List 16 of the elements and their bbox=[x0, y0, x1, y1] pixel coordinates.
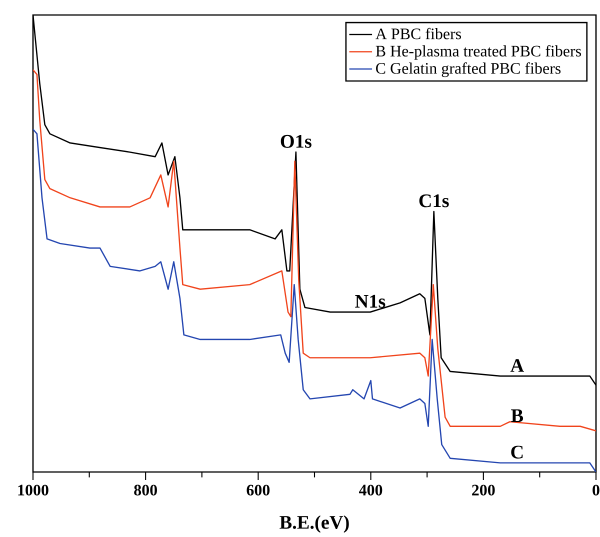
x-tick-label: 1000 bbox=[18, 484, 48, 496]
legend-label: B He-plasma treated PBC fibers bbox=[376, 45, 581, 60]
x-tick-label: 600 bbox=[246, 484, 270, 496]
x-tick-label: 0 bbox=[592, 484, 600, 496]
x-axis-title: B.E.(eV) bbox=[280, 515, 349, 533]
legend-label: C Gelatin grafted PBC fibers bbox=[376, 62, 561, 78]
x-tick-label: 400 bbox=[359, 484, 382, 496]
annotation: B bbox=[511, 409, 524, 422]
legend-label: A PBC fibers bbox=[376, 28, 462, 40]
annotation: O1s bbox=[280, 134, 312, 148]
annotation: C1s bbox=[419, 194, 449, 208]
x-tick-label: 800 bbox=[134, 484, 157, 496]
annotation: N1s bbox=[355, 294, 386, 308]
annotation: A bbox=[510, 359, 524, 372]
x-tick-label: 200 bbox=[472, 484, 495, 496]
annotation: C bbox=[511, 446, 523, 459]
